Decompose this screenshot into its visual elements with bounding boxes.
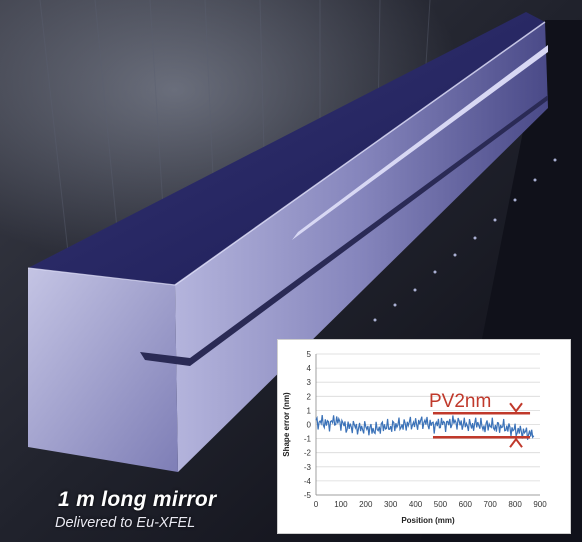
y-tick-label: 3 — [307, 378, 312, 387]
pv-arrow-up — [509, 437, 523, 448]
pv-arrow-down — [509, 402, 523, 413]
y-tick-label: -1 — [304, 435, 312, 444]
y-tick-label: 5 — [307, 350, 312, 359]
y-tick-label: -2 — [304, 449, 312, 458]
x-tick-label: 600 — [459, 500, 473, 509]
x-tick-label: 500 — [434, 500, 448, 509]
mirror-top-face — [28, 12, 545, 285]
series-line — [315, 415, 535, 440]
pv-annotation-label: PV2nm — [429, 391, 491, 412]
x-tick-label: 700 — [484, 500, 498, 509]
x-tick-label: 800 — [508, 500, 522, 509]
x-tick-label: 300 — [384, 500, 398, 509]
y-tick-label: 0 — [307, 421, 312, 430]
mirror-side-face — [175, 22, 548, 472]
y-tick-label: 4 — [307, 364, 312, 373]
y-tick-label: -3 — [304, 463, 312, 472]
y-tick-label: 1 — [307, 406, 312, 415]
x-axis-label: Position (mm) — [401, 516, 455, 525]
y-axis-label: Shape error (nm) — [282, 392, 291, 457]
shape-error-chart: 5 4 3 2 1 0 -1 -2 -3 -4 -5 0 100 200 300 400 500 600 700 80… — [277, 339, 571, 534]
x-tick-label: 100 — [334, 500, 348, 509]
x-tick-label: 0 — [314, 500, 319, 509]
y-tick-label: -4 — [304, 477, 312, 486]
mirror-end-face — [28, 268, 178, 472]
y-tick-label: -5 — [304, 491, 312, 500]
y-tick-label: 2 — [307, 392, 312, 401]
table-dots — [373, 158, 557, 322]
caption-title: 1 m long mirror — [58, 488, 217, 511]
caption-subtitle: Delivered to Eu-XFEL — [55, 515, 196, 531]
x-tick-label: 200 — [359, 500, 373, 509]
x-tick-label: 400 — [409, 500, 423, 509]
mirror-slot — [292, 45, 548, 240]
x-tick-label: 900 — [533, 500, 547, 509]
